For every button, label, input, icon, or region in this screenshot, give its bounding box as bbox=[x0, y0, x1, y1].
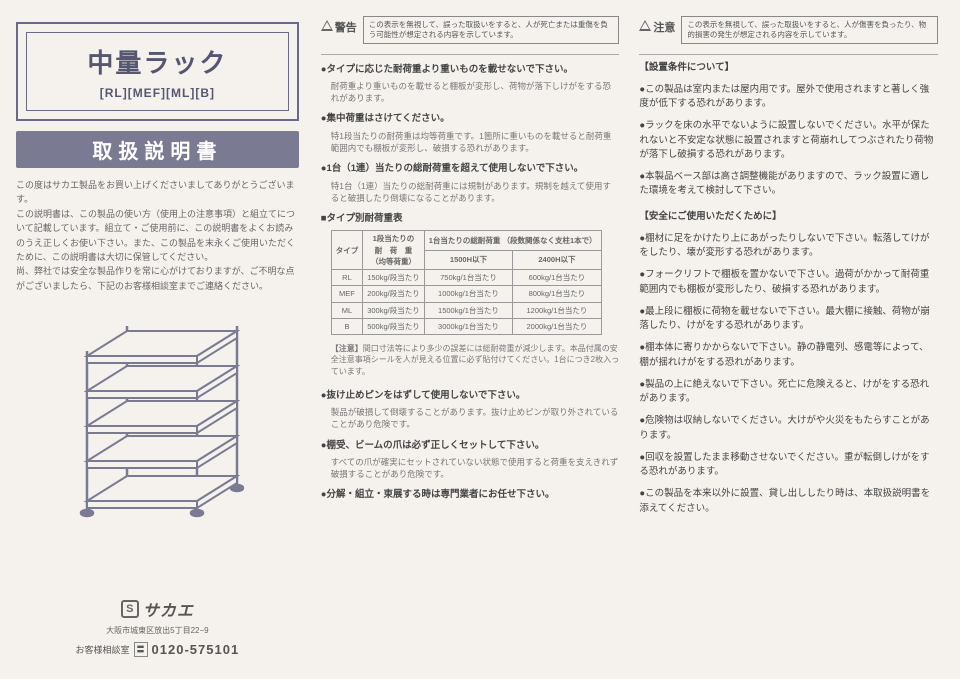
r1: ●この製品は室内または屋内用です。屋外で使用されますと著しく強度が低下する恐れが… bbox=[639, 83, 938, 112]
sec4-head: ●抜け止めピンをはずして使用しないで下さい。 bbox=[321, 389, 620, 403]
r4-body: 棚材に足をかけたり上にあがったりしないで下さい。転落してけがをしたり、壊が変形す… bbox=[639, 233, 929, 258]
table-title: ■タイプ別耐荷重表 bbox=[321, 212, 620, 226]
divider bbox=[321, 54, 620, 55]
warning-row: 警告 この表示を無視して、誤った取扱いをすると、人が死亡または重傷を負う可能性が… bbox=[321, 16, 620, 44]
table-row: B500kg/段当たり3000kg/1台当たり2000kg/1台当たり bbox=[331, 318, 601, 334]
sec1-body: 耐荷重より重いものを載せると棚板が変形し、荷物が落下しけがをする恐れがあります。 bbox=[321, 80, 620, 105]
table-cell: 1500kg/1台当たり bbox=[424, 302, 512, 318]
r2: ●ラックを床の水平でないように設置しないでください。水平が保たれないと不安定な状… bbox=[639, 119, 938, 162]
phone-number: 0120-575101 bbox=[152, 642, 240, 657]
note-body: 間口寸法等により多少の誤差には総耐荷重が減少します。本品付属の安全注意事項シール… bbox=[331, 344, 619, 375]
r9: ●危険物は収納しないでください。大けがや火災をもたらすことがあります。 bbox=[639, 414, 938, 443]
r1-body: この製品は室内または屋内用です。屋外で使用されますと著しく強度が低下する恐れがあ… bbox=[639, 84, 929, 109]
r8: ●製品の上に絶えないで下さい。死亡に危険えると、けがをする恐れがあります。 bbox=[639, 378, 938, 407]
table-cell: MEF bbox=[331, 286, 363, 302]
brand-name: サカエ bbox=[143, 597, 194, 621]
caution-text-label: 注意 bbox=[653, 22, 675, 34]
brand-block: S サカエ 大阪市城東区放出5丁目22−9 お客様相談室 〓 0120-5751… bbox=[16, 587, 299, 657]
table-cell: 2000kg/1台当たり bbox=[513, 318, 601, 334]
sec2-body: 特1段当たりの耐荷重は均等荷重です。1箇所に重いものを載せると耐荷重範囲内でも棚… bbox=[321, 130, 620, 155]
freedial-icon: 〓 bbox=[134, 642, 148, 657]
warning-box: この表示を無視して、誤った取扱いをすると、人が死亡または重傷を負う可能性が想定さ… bbox=[363, 16, 620, 44]
table-row: MEF200kg/段当たり1000kg/1台当たり800kg/1台当たり bbox=[331, 286, 601, 302]
r6: ●最上段に棚板に荷物を載せないで下さい。最大棚に接触、荷物が崩落したり、けがをす… bbox=[639, 305, 938, 334]
table-cell: 800kg/1台当たり bbox=[513, 286, 601, 302]
table-cell: ML bbox=[331, 302, 363, 318]
table-cell: 1200kg/1台当たり bbox=[513, 302, 601, 318]
title-outer: 中量ラック [RL][MEF][ML][B] bbox=[16, 22, 299, 121]
sec3-body: 特1台（1連）当たりの総耐荷重には規制があります。規制を越えて使用すると破損した… bbox=[321, 180, 620, 205]
phone-label: お客様相談室 bbox=[76, 643, 130, 656]
caution-label: 注意 bbox=[639, 16, 675, 37]
caution-row: 注意 この表示を無視して、誤った取扱いをすると、人が傷害を負ったり、物的損害の発… bbox=[639, 16, 938, 44]
cat2-head: 【安全にご使用いただくために】 bbox=[639, 210, 938, 224]
r11: ●この製品を本来以外に設置、貸し出ししたり時は、本取扱説明書を添えてください。 bbox=[639, 487, 938, 516]
brand-s-icon: S bbox=[121, 600, 139, 618]
r8-body: 製品の上に絶えないで下さい。死亡に危険えると、けがをする恐れがあります。 bbox=[639, 379, 929, 404]
r7-body: 棚本体に寄りかからないで下さい。静の静電列、感電等によって、棚が揺れけがをする恐… bbox=[639, 342, 928, 367]
sec2-head: ●集中荷重はさけてください。 bbox=[321, 112, 620, 126]
note-label: 【注意】 bbox=[331, 344, 363, 353]
table-cell: 1000kg/1台当たり bbox=[424, 286, 512, 302]
table-row: ML300kg/段当たり1500kg/1台当たり1200kg/1台当たり bbox=[331, 302, 601, 318]
table-cell: 750kg/1台当たり bbox=[424, 270, 512, 286]
model-codes: [RL][MEF][ML][B] bbox=[33, 86, 282, 100]
brand-logo: S サカエ bbox=[121, 597, 194, 621]
th-sub-b: 2400H以下 bbox=[513, 250, 601, 269]
table-note: 【注意】間口寸法等により多少の誤差には総耐荷重が減少します。本品付属の安全注意事… bbox=[321, 339, 620, 381]
r9-body: 危険物は収納しないでください。大けがや火災をもたらすことがあります。 bbox=[639, 415, 929, 440]
table-cell: 600kg/1台当たり bbox=[513, 270, 601, 286]
r3-body: 本製品ベース部は高さ調整機能がありますので、ラック設置に適した環境を考えて検討し… bbox=[639, 171, 929, 196]
sec4-body: 製品が破損して倒壊することがあります。抜け止めピンが取り外されていることがあり危… bbox=[321, 406, 620, 431]
r4: ●棚材に足をかけたり上にあがったりしないで下さい。転落してけがをしたり、壊が変形… bbox=[639, 232, 938, 261]
table-cell: 300kg/段当たり bbox=[363, 302, 425, 318]
warning-text-label: 警告 bbox=[335, 22, 357, 34]
th-type: タイプ bbox=[331, 231, 363, 270]
sec3-head: ●1台（1連）当たりの総耐荷重を超えて使用しないで下さい。 bbox=[321, 162, 620, 176]
product-title: 中量ラック bbox=[33, 43, 282, 80]
r10-body: 回収を設置したまま移動させないでください。重が転倒しけがをする恐れがあります。 bbox=[639, 452, 929, 477]
divider bbox=[639, 54, 938, 55]
load-table: タイプ 1段当たりの 耐 荷 重 （均等荷重） 1台当たりの総耐荷重 （段数関係… bbox=[331, 230, 602, 335]
warning-label: 警告 bbox=[321, 16, 357, 37]
r2-body: ラックを床の水平でないように設置しないでください。水平が保たれないと不安定な状態… bbox=[639, 120, 933, 160]
shelf-illustration bbox=[16, 311, 299, 531]
sec5-body: すべての爪が確実にセットされていない状態で使用すると荷重を支えきれず破損すること… bbox=[321, 456, 620, 481]
middle-column: 警告 この表示を無視して、誤った取扱いをすると、人が死亡または重傷を負う可能性が… bbox=[311, 12, 630, 667]
th-sub-a: 1500H以下 bbox=[424, 250, 512, 269]
left-column: 中量ラック [RL][MEF][ML][B] 取扱説明書 この度はサカエ製品をお… bbox=[12, 12, 311, 667]
caution-triangle-icon bbox=[639, 20, 651, 31]
table-cell: 200kg/段当たり bbox=[363, 286, 425, 302]
cat1-head: 【設置条件について】 bbox=[639, 61, 938, 75]
sec5-head: ●棚受、ビームの爪は必ず正しくセットして下さい。 bbox=[321, 439, 620, 453]
r10: ●回収を設置したまま移動させないでください。重が転倒しけがをする恐れがあります。 bbox=[639, 451, 938, 480]
table-cell: 150kg/段当たり bbox=[363, 270, 425, 286]
table-cell: 500kg/段当たり bbox=[363, 318, 425, 334]
warning-triangle-icon bbox=[321, 20, 333, 31]
caution-box: この表示を無視して、誤った取扱いをすると、人が傷害を負ったり、物的損害の発生が想… bbox=[681, 16, 938, 44]
r5: ●フォークリフトで棚板を置かないで下さい。過荷がかかって耐荷重範囲内でも棚板が変… bbox=[639, 268, 938, 297]
manual-banner: 取扱説明書 bbox=[16, 131, 299, 168]
table-cell: B bbox=[331, 318, 363, 334]
sec6-head: ●分解・組立・束展する時は専門業者にお任せ下さい。 bbox=[321, 488, 620, 502]
table-cell: 3000kg/1台当たり bbox=[424, 318, 512, 334]
title-inner: 中量ラック [RL][MEF][ML][B] bbox=[26, 32, 289, 111]
th-per: 1段当たりの 耐 荷 重 （均等荷重） bbox=[363, 231, 425, 270]
r3: ●本製品ベース部は高さ調整機能がありますので、ラック設置に適した環境を考えて検討… bbox=[639, 170, 938, 199]
table-row: RL150kg/段当たり750kg/1台当たり600kg/1台当たり bbox=[331, 270, 601, 286]
intro-text: この度はサカエ製品をお買い上げくださいましてありがとうございます。 この説明書は… bbox=[16, 178, 299, 293]
address: 大阪市城東区放出5丁目22−9 bbox=[16, 625, 299, 636]
th-total: 1台当たりの総耐荷重 （段数関係なく支柱1本で） bbox=[424, 231, 601, 250]
sec1-head: ●タイプに応じた耐荷重より重いものを載せないで下さい。 bbox=[321, 63, 620, 77]
right-column: 注意 この表示を無視して、誤った取扱いをすると、人が傷害を負ったり、物的損害の発… bbox=[629, 12, 948, 667]
r11-body: この製品を本来以外に設置、貸し出ししたり時は、本取扱説明書を添えてください。 bbox=[639, 488, 930, 513]
r7: ●棚本体に寄りかからないで下さい。静の静電列、感電等によって、棚が揺れけがをする… bbox=[639, 341, 938, 370]
table-cell: RL bbox=[331, 270, 363, 286]
r6-body: 最上段に棚板に荷物を載せないで下さい。最大棚に接触、荷物が崩落したり、けがをする… bbox=[639, 306, 929, 331]
r5-body: フォークリフトで棚板を置かないで下さい。過荷がかかって耐荷重範囲内でも棚板が変形… bbox=[639, 269, 929, 294]
phone-row: お客様相談室 〓 0120-575101 bbox=[16, 642, 299, 657]
